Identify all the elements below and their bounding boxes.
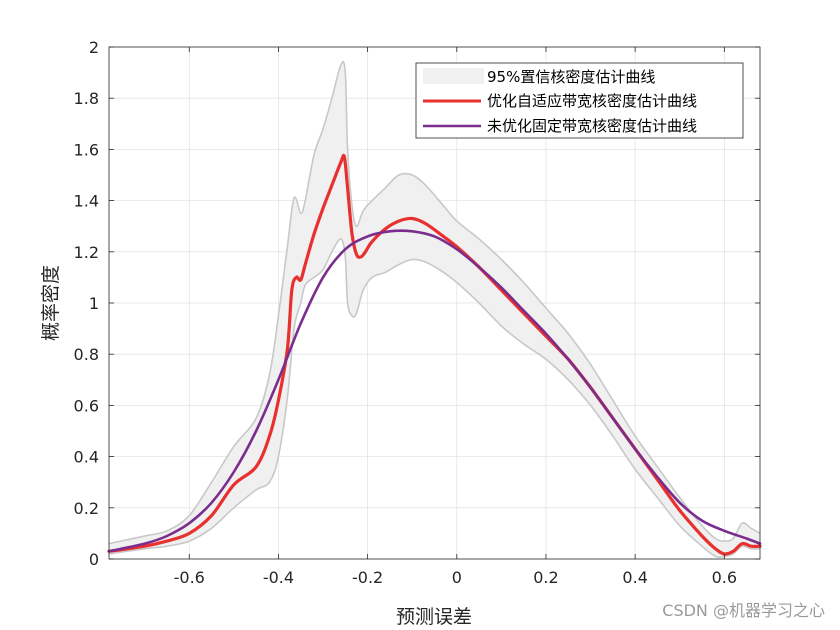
x-axis-label: 预测误差 xyxy=(396,606,472,628)
x-tick-label: 0.4 xyxy=(622,568,647,587)
legend-adaptive-label: 优化自适应带宽核密度估计曲线 xyxy=(487,92,697,110)
y-tick-labels: 0 0.2 0.4 0.6 0.8 1 1.2 1.4 1.6 1.8 2 xyxy=(74,38,99,569)
y-tick-label: 1.2 xyxy=(74,243,99,262)
x-tick-label: -0.4 xyxy=(263,568,294,587)
x-tick-label: -0.2 xyxy=(352,568,383,587)
x-tick-label: 0 xyxy=(452,568,462,587)
y-tick-label: 0.8 xyxy=(74,345,99,364)
x-tick-label: 0.6 xyxy=(712,568,737,587)
y-tick-label: 1 xyxy=(89,294,99,313)
y-tick-label: 1.8 xyxy=(74,89,99,108)
y-tick-label: 1.6 xyxy=(74,140,99,159)
legend-fixed-label: 未优化固定带宽核密度估计曲线 xyxy=(487,117,697,135)
fixed-bandwidth-kde-line xyxy=(107,229,762,553)
x-tick-label: -0.6 xyxy=(174,568,205,587)
y-tick-label: 2 xyxy=(89,38,99,57)
legend: 95%置信核密度估计曲线 优化自适应带宽核密度估计曲线 未优化固定带宽核密度估计… xyxy=(415,62,744,139)
y-tick-label: 0 xyxy=(89,550,99,569)
x-tick-label: 0.2 xyxy=(533,568,558,587)
y-tick-label: 0.4 xyxy=(74,448,99,467)
y-tick-label: 0.6 xyxy=(74,396,99,415)
y-tick-label: 1.4 xyxy=(74,192,99,211)
confidence-band-upper-edge xyxy=(108,60,761,545)
legend-band-label: 95%置信核密度估计曲线 xyxy=(487,68,655,86)
legend-band-swatch xyxy=(423,68,484,84)
adaptive-bandwidth-kde-line xyxy=(107,153,762,556)
confidence-band-lower-edge xyxy=(108,238,761,559)
series-layer xyxy=(107,153,762,556)
axis-ticks xyxy=(109,46,760,560)
y-tick-label: 0.2 xyxy=(74,499,99,518)
y-axis-label: 概率密度 xyxy=(40,265,62,341)
watermark: CSDN @机器学习之心 xyxy=(662,601,825,620)
x-tick-labels: -0.6 -0.4 -0.2 0 0.2 0.4 0.6 xyxy=(174,568,737,587)
